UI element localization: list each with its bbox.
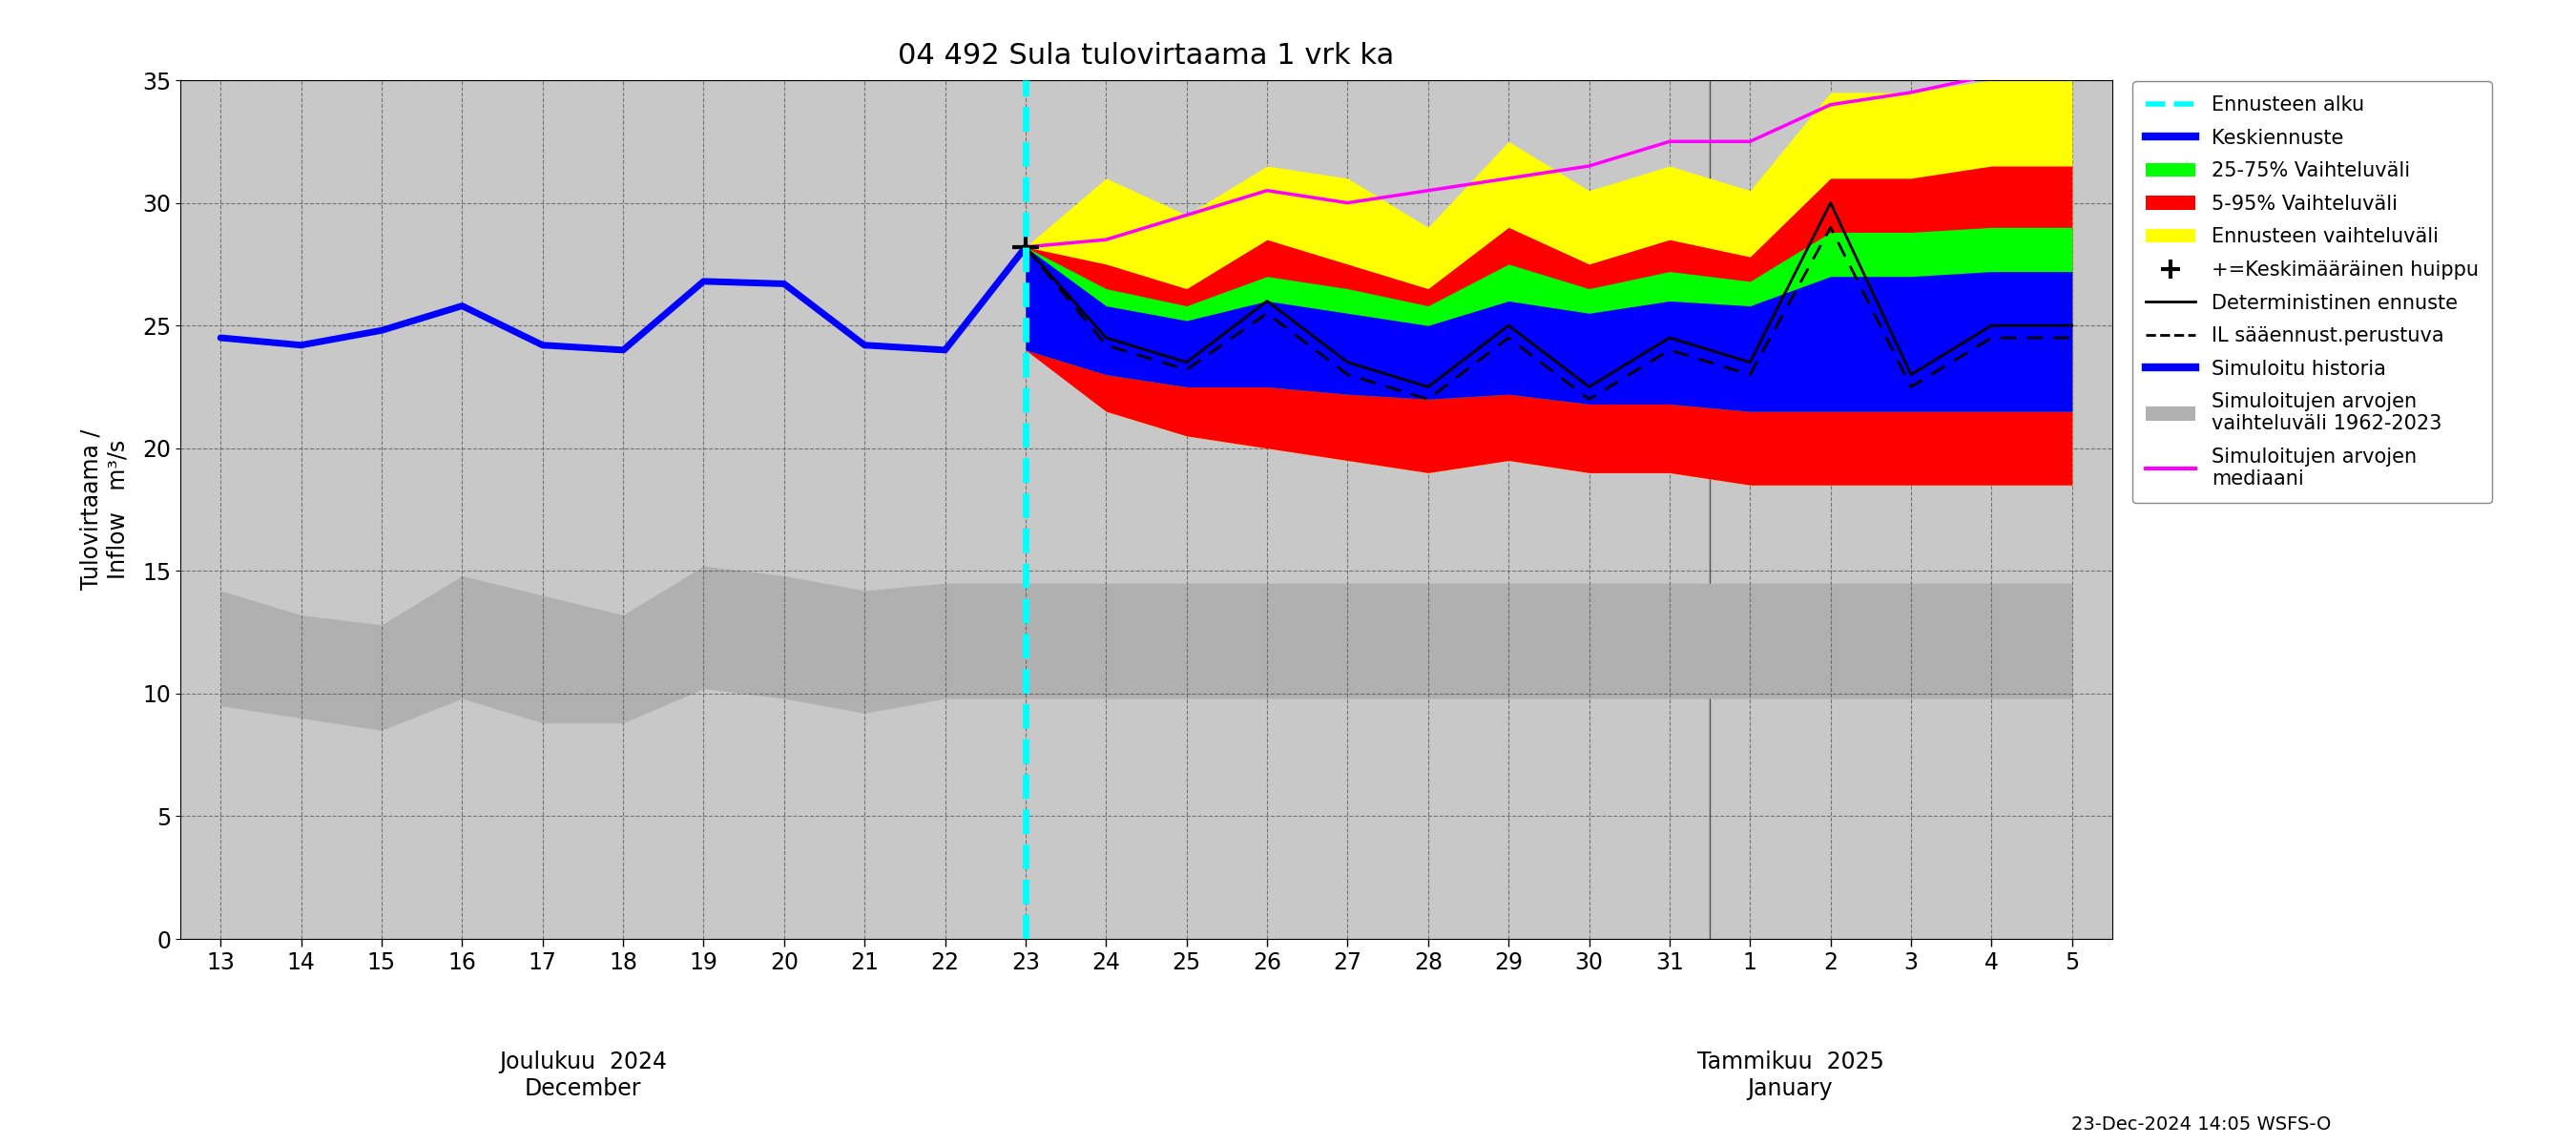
Legend: Ennusteen alku, Keskiennuste, 25-75% Vaihteluväli, 5-95% Vaihteluväli, Ennusteen: Ennusteen alku, Keskiennuste, 25-75% Vai…	[2133, 81, 2494, 503]
Title: 04 492 Sula tulovirtaama 1 vrk ka: 04 492 Sula tulovirtaama 1 vrk ka	[899, 42, 1394, 70]
Y-axis label: Tulovirtaama /
Inflow   m³/s: Tulovirtaama / Inflow m³/s	[80, 429, 129, 590]
Text: 23-Dec-2024 14:05 WSFS-O: 23-Dec-2024 14:05 WSFS-O	[2071, 1115, 2331, 1134]
Text: Joulukuu  2024
December: Joulukuu 2024 December	[500, 1051, 667, 1100]
Text: Tammikuu  2025
January: Tammikuu 2025 January	[1698, 1051, 1883, 1100]
